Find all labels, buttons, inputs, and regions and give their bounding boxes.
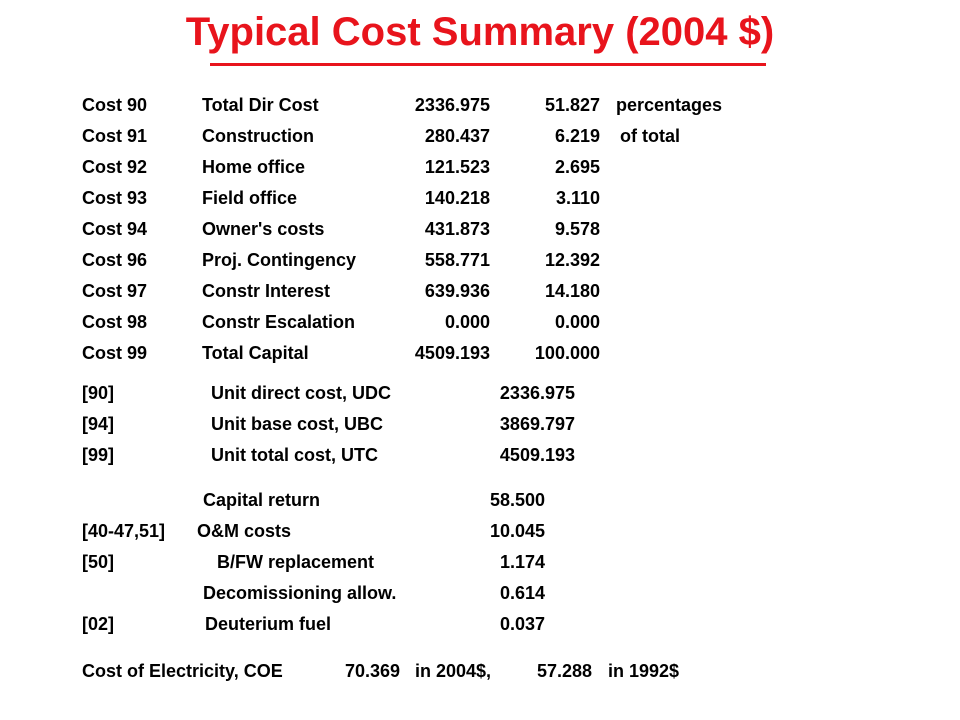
account-value: 140.218 [424,188,490,208]
account-code: Cost 91 [82,126,148,146]
unit-cost-label: Unit total cost, UTC [211,445,378,465]
account-name: Owner's costs [202,219,325,239]
account-value: 2336.975 [414,95,490,115]
coe-unit-2004: in 2004$, [415,661,492,681]
coe-label: Cost of Electricity, COE [82,661,283,681]
account-code: Cost 92 [82,157,148,177]
account-value: 4509.193 [414,343,490,363]
account-note: of total [620,126,680,146]
account-code: Cost 97 [82,281,148,301]
coe-unit-1992: in 1992$ [608,661,680,681]
unit-cost-value: 4509.193 [499,445,575,465]
account-code: Cost 99 [82,343,148,363]
account-value: 431.873 [424,219,490,239]
annual-cost-ref: [02] [82,614,115,634]
account-percent: 14.180 [544,281,600,301]
account-name: Constr Escalation [202,312,356,332]
annual-cost-value: 0.614 [499,583,545,603]
annual-cost-value: 58.500 [489,490,545,510]
annual-cost-value: 0.037 [499,614,545,634]
account-value: 121.523 [424,157,490,177]
account-name: Total Dir Cost [202,95,319,115]
unit-cost-label: Unit direct cost, UDC [211,383,392,403]
account-note: percentages [616,95,723,115]
account-percent: 3.110 [555,188,600,208]
account-name: Proj. Contingency [202,250,357,270]
annual-cost-ref: [50] [82,552,115,572]
annual-cost-value: 10.045 [489,521,545,541]
account-value: 558.771 [424,250,490,270]
account-value: 639.936 [424,281,490,301]
annual-cost-label: Decomissioning allow. [203,583,397,603]
account-value: 0.000 [444,312,490,332]
page-title: Typical Cost Summary (2004 $) [185,10,775,54]
account-percent: 9.578 [554,219,600,239]
coe-value-2004: 70.369 [345,661,401,681]
account-name: Field office [202,188,298,208]
unit-cost-ref: [94] [82,414,115,434]
account-percent: 12.392 [544,250,600,270]
account-name: Home office [202,157,306,177]
unit-cost-ref: [99] [82,445,115,465]
annual-cost-value: 1.174 [499,552,545,572]
account-code: Cost 90 [82,95,148,115]
account-percent: 6.219 [554,126,600,146]
annual-cost-label: Deuterium fuel [205,614,332,634]
unit-cost-ref: [90] [82,383,115,403]
annual-cost-label: O&M costs [197,521,292,541]
account-code: Cost 98 [82,312,148,332]
annual-cost-label: B/FW replacement [217,552,375,572]
account-percent: 51.827 [544,95,600,115]
coe-value-1992: 57.288 [537,661,593,681]
account-name: Constr Interest [202,281,331,301]
account-percent: 0.000 [554,312,600,332]
unit-cost-value: 3869.797 [499,414,575,434]
account-value: 280.437 [424,126,490,146]
unit-cost-value: 2336.975 [499,383,575,403]
account-name: Total Capital [202,343,309,363]
annual-cost-label: Capital return [203,490,321,510]
account-percent: 2.695 [554,157,600,177]
unit-cost-label: Unit base cost, UBC [211,414,384,434]
account-percent: 100.000 [534,343,600,363]
annual-cost-ref: [40-47,51] [82,521,166,541]
account-name: Construction [202,126,314,146]
title-underline [210,63,766,66]
account-code: Cost 93 [82,188,148,208]
account-code: Cost 96 [82,250,148,270]
account-code: Cost 94 [82,219,148,239]
